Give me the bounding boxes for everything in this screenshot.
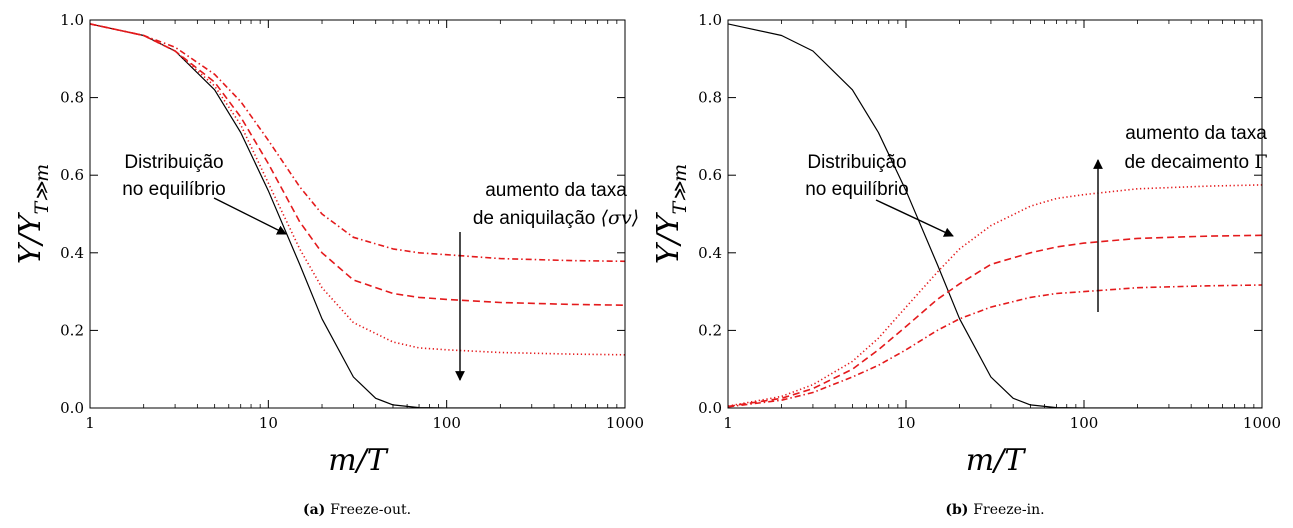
chart-panel-b: 1 10 100 1000 0.0 0.2 0.4 0.6 0.8 1.0 m/T Y/YT≫m Dis… [651,11,1281,518]
y-axis-label: Y/YT≫m [651,164,691,264]
y-tick-label: 0.6 [698,166,722,184]
y-tick-label: 0.0 [698,399,722,417]
series-line-dotted [90,23,625,356]
y-axis-label: Y/YT≫m [13,164,53,264]
annotation-trend-line1: aumento da taxa [485,180,627,201]
panel-caption: (b) Freeze-in. [945,502,1044,518]
y-tick-label: 0.2 [60,321,84,339]
series-line-dashed [90,23,625,306]
series-group [728,23,1262,408]
chart-panel-a: 1 10 100 1000 0.0 0.2 0.4 0.6 0.8 1.0 m/T Y/YT≫m Dis… [13,11,644,518]
x-tick-label: 1 [723,414,733,432]
equilibrium-arrow [213,197,287,235]
annotation-trend-line2: de aniquilação ⟨σv⟩ [473,207,639,229]
annotation-trend-line2: de decaimento Γ [1124,151,1267,173]
x-tick-label: 100 [1070,414,1099,432]
y-tick-label: 0.8 [698,89,722,107]
equilibrium-arrow [875,199,954,237]
x-tick-label: 1000 [606,414,644,432]
y-tick-label: 0.8 [60,89,84,107]
series-line-dashed [728,234,1262,408]
x-tick-label: 10 [259,414,278,432]
y-tick-label: 0.0 [60,399,84,417]
y-tick-label: 0.4 [60,244,84,262]
series-group [90,23,625,408]
series-line-dashdot [728,284,1262,408]
axes-frame [727,19,1263,409]
x-axis-label: m/T [328,443,389,478]
y-tick-label: 0.6 [60,166,84,184]
annotation-equilibrium-line2: no equilíbrio [122,179,226,200]
annotation-equilibrium-line1: Distribuição [807,152,906,173]
y-tick-label: 0.4 [698,244,722,262]
series-line-solid [728,23,1262,408]
x-axis-label: m/T [966,443,1027,478]
annotation-equilibrium-line2: no equilíbrio [805,179,909,200]
y-tick-label: 0.2 [698,321,722,339]
annotation-equilibrium-line1: Distribuição [124,152,223,173]
x-tick-label: 100 [432,414,461,432]
y-tick-label: 1.0 [698,11,722,29]
axes-frame [89,19,626,409]
y-tick-label: 1.0 [60,11,84,29]
x-tick-label: 1 [85,414,95,432]
series-line-dashdot [90,23,625,263]
x-tick-label: 10 [896,414,915,432]
series-line-solid [90,23,625,408]
x-tick-label: 1000 [1243,414,1281,432]
annotation-trend-line1: aumento da taxa [1125,123,1267,144]
panel-caption: (a) Freeze-out. [303,502,411,518]
series-line-dotted [728,184,1262,407]
